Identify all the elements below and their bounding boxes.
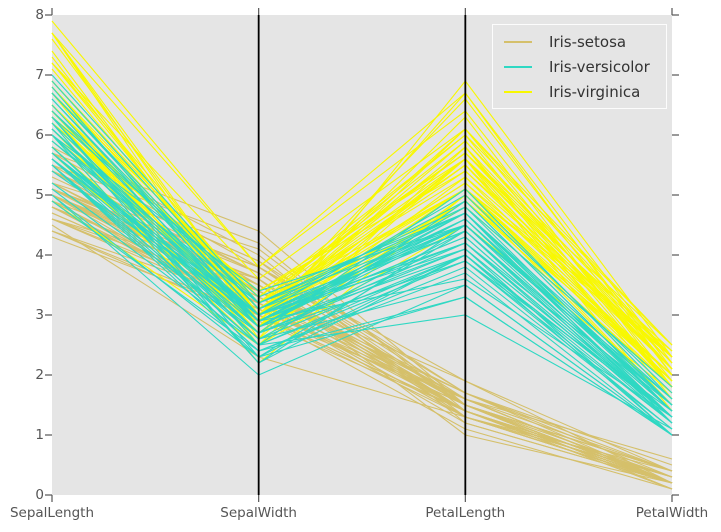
legend-entry-virginica: Iris-virginica xyxy=(504,83,666,101)
y-tick-label: 8 xyxy=(35,7,44,23)
y-tick-label: 2 xyxy=(35,367,44,383)
y-tick-label: 4 xyxy=(35,247,44,263)
y-tick-label: 5 xyxy=(35,187,44,203)
x-axis-label: SepalLength xyxy=(9,505,95,521)
legend-label-versicolor: Iris-versicolor xyxy=(549,57,650,76)
y-tick-label: 6 xyxy=(35,127,44,143)
legend-line-sample-virginica xyxy=(504,90,532,93)
y-tick-label: 1 xyxy=(35,427,44,443)
y-tick-label: 7 xyxy=(35,67,44,83)
y-tick-label: 3 xyxy=(35,307,44,323)
legend-entry-setosa: Iris-setosa xyxy=(504,33,666,51)
y-tick-label: 0 xyxy=(35,487,44,503)
x-axis-label: PetalWidth xyxy=(635,505,709,521)
x-axis-label: SepalWidth xyxy=(220,505,297,521)
legend-label-virginica: Iris-virginica xyxy=(549,82,641,101)
legend-line-sample-versicolor xyxy=(504,65,532,68)
legend-entry-versicolor: Iris-versicolor xyxy=(504,58,666,76)
legend-line-sample-setosa xyxy=(504,40,532,43)
x-axis-label: PetalLength xyxy=(425,505,506,521)
legend-label-setosa: Iris-setosa xyxy=(549,32,627,51)
legend: Iris-setosa Iris-versicolor Iris-virgini… xyxy=(492,24,667,109)
